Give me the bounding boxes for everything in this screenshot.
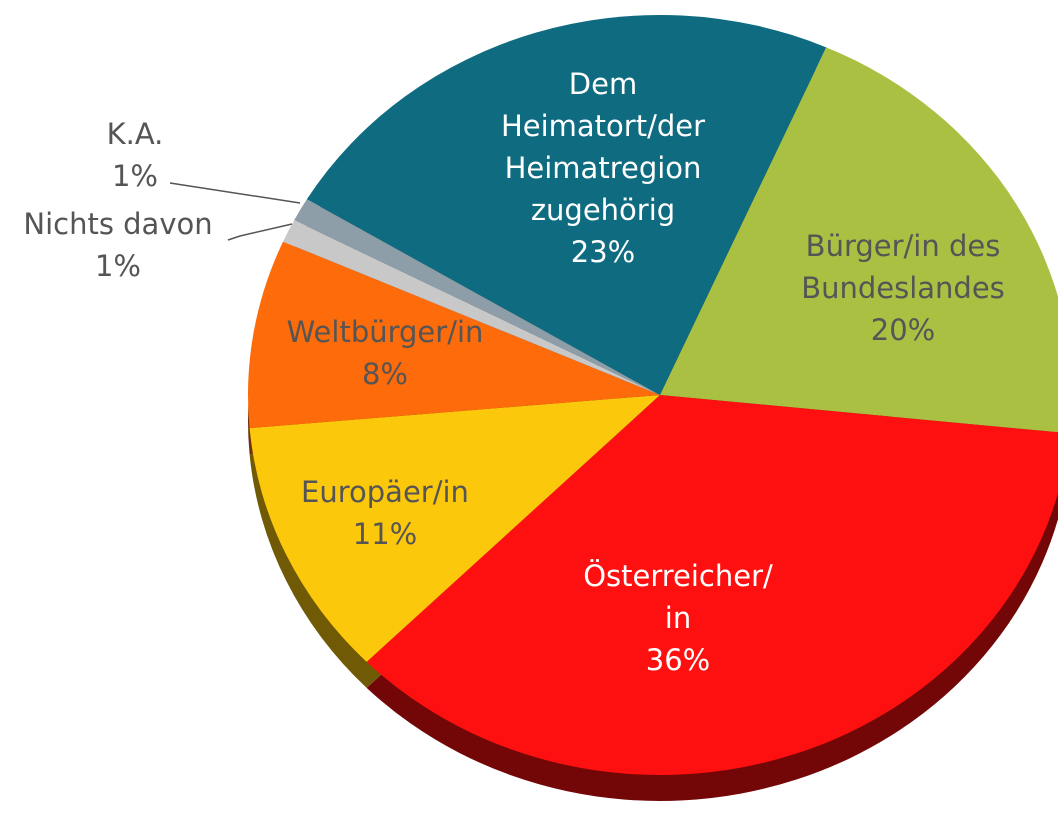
slice — [248, 241, 660, 429]
slice-label: Österreicher/ — [583, 559, 773, 593]
leader-line — [169, 182, 301, 204]
value-label: 20% — [871, 313, 935, 347]
value-label: 36% — [646, 643, 710, 677]
leader-line — [227, 223, 293, 241]
slice — [660, 47, 1058, 433]
slice-label: Dem — [569, 67, 637, 101]
slice-label: Europäer/in — [301, 475, 469, 509]
value-label: 1% — [112, 159, 158, 193]
value-label: 11% — [353, 517, 417, 551]
slice — [294, 199, 660, 395]
slice-label: Heimatregion — [505, 151, 702, 185]
slice-label: Nichts davon — [23, 207, 212, 241]
slice — [306, 14, 827, 396]
value-label: 8% — [362, 357, 408, 391]
value-label: 1% — [95, 249, 141, 283]
slice-label: Bundeslandes — [801, 271, 1005, 305]
slice-label: K.A. — [107, 117, 164, 151]
value-label: 23% — [571, 235, 635, 269]
slice-label: in — [665, 601, 691, 635]
slice-label: Weltbürger/in — [287, 315, 484, 349]
slice — [283, 220, 660, 395]
slice-label: Bürger/in des — [806, 229, 1001, 263]
slice-label: zugehörig — [531, 193, 675, 227]
slice — [366, 395, 1058, 775]
slice-label: Heimatort/der — [501, 109, 705, 143]
slice — [249, 395, 660, 662]
